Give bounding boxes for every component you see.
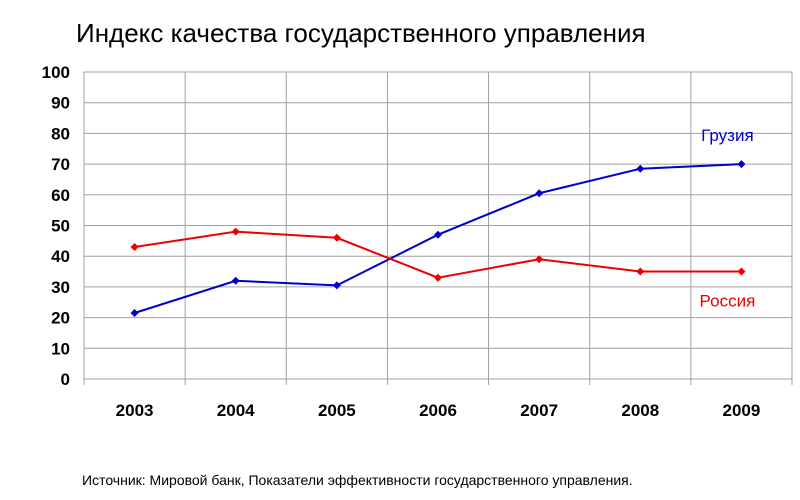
y-tick-label: 70	[51, 155, 70, 174]
y-tick-label: 30	[51, 278, 70, 297]
x-tick-label: 2005	[318, 401, 356, 420]
data-point	[737, 160, 746, 169]
series-label: Россия	[700, 292, 756, 311]
y-tick-label: 100	[42, 63, 70, 82]
y-tick-label: 40	[51, 247, 70, 266]
y-tick-label: 0	[61, 370, 70, 389]
data-point	[130, 308, 139, 317]
x-tick-label: 2004	[217, 401, 255, 420]
y-tick-label: 80	[51, 124, 70, 143]
data-point	[332, 233, 341, 242]
y-tick-label: 90	[51, 94, 70, 113]
y-tick-label: 60	[51, 186, 70, 205]
x-tick-label: 2008	[621, 401, 659, 420]
y-tick-label: 50	[51, 217, 70, 236]
data-point	[434, 273, 442, 282]
series-label: Грузия	[701, 126, 754, 145]
data-point	[636, 267, 645, 276]
x-axis-ticks: 2003 2004 2005 2006 2007 2008 2009	[116, 401, 761, 420]
data-point	[636, 164, 645, 173]
series-group: Грузия Россия	[130, 126, 756, 317]
data-point	[332, 281, 341, 290]
x-tick-label: 2009	[723, 401, 761, 420]
y-tick-label: 10	[51, 339, 70, 358]
data-point	[535, 255, 544, 264]
data-point	[231, 227, 240, 236]
y-axis-ticks: 0 10 20 30 40 50 60 70 80 90 100	[42, 63, 70, 389]
chart-title: Индекс качества государственного управле…	[76, 18, 646, 48]
x-tick-label: 2003	[116, 401, 154, 420]
x-tick-label: 2007	[520, 401, 558, 420]
data-point	[535, 189, 544, 198]
data-point	[130, 242, 139, 251]
source-note: Источник: Мировой банк, Показатели эффек…	[82, 472, 633, 488]
data-point	[737, 267, 746, 276]
data-point	[434, 230, 442, 239]
grid	[83, 71, 793, 385]
x-tick-label: 2006	[419, 401, 457, 420]
data-point	[231, 276, 240, 285]
y-tick-label: 20	[51, 309, 70, 328]
